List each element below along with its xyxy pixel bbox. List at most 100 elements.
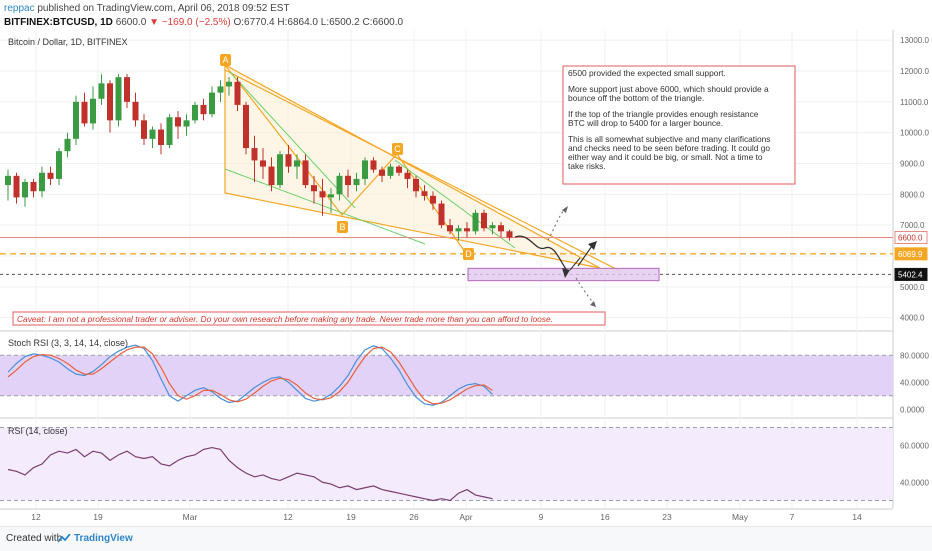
down-arrow-icon: ▼ — [149, 17, 159, 28]
label-b: B — [337, 221, 348, 233]
projection-dotted-path[interactable] — [575, 277, 595, 305]
candle-body — [30, 182, 37, 192]
candle-body — [124, 77, 130, 102]
candle-body — [362, 160, 368, 179]
time-axis[interactable]: 12 19 Mar 12 19 26 Apr 9 16 23 May 7 14 — [31, 512, 862, 522]
target-zone[interactable] — [467, 267, 660, 282]
time-tick-label: 7 — [790, 512, 795, 522]
note-box[interactable] — [562, 65, 796, 185]
time-tick-label: 12 — [31, 512, 41, 522]
time-tick-label: 14 — [852, 512, 862, 522]
candle-body — [90, 98, 96, 124]
footer-bar: Created with TradingView — [0, 526, 932, 551]
candle-body — [404, 172, 411, 179]
triangle-pattern[interactable] — [224, 63, 601, 269]
candle-body — [141, 120, 147, 139]
note-text: If the top of the triangle provides enou… — [568, 109, 759, 128]
candle-body — [506, 231, 513, 238]
candle-body — [81, 101, 88, 124]
candles — [5, 74, 513, 241]
tradingview-logo-icon — [58, 534, 71, 543]
price-tick-label: 8000.0 — [900, 190, 925, 199]
candle-body — [243, 104, 249, 149]
publish-line: reppac published on TradingView.com, Apr… — [4, 3, 290, 14]
candle-body — [209, 92, 215, 115]
rsi-tick-label: 60.0000 — [900, 442, 929, 451]
time-tick-label: May — [732, 512, 749, 522]
candle-body — [345, 175, 351, 186]
candle-body — [260, 160, 266, 167]
price-tick-label: 13000.0 — [900, 36, 929, 45]
candle-body — [379, 169, 385, 176]
candle-body — [430, 195, 436, 204]
candle-body — [183, 120, 190, 127]
time-tick-label: 9 — [539, 512, 544, 522]
tradingview-brand[interactable]: TradingView — [74, 533, 133, 544]
candle-body — [149, 129, 156, 139]
candle-body — [447, 225, 453, 232]
candle-body — [217, 86, 224, 93]
rsi-series-line — [7, 446, 493, 502]
price-tick-label: 5000.0 — [900, 283, 925, 292]
price-pane-title: Bitcoin / Dollar, 1D, BITFINEX — [8, 37, 128, 47]
stoch-pane-title: Stoch RSI (3, 3, 14, 14, close) — [8, 338, 128, 348]
projection-path[interactable] — [514, 235, 569, 273]
up-arrow-line[interactable] — [577, 245, 593, 267]
price-tick-label: 11000.0 — [900, 98, 929, 107]
candle-body — [192, 104, 198, 121]
author-link[interactable]: reppac — [4, 3, 35, 14]
candle-body — [387, 166, 394, 176]
time-tick-label: 19 — [93, 512, 103, 522]
candle-body — [472, 212, 479, 232]
candle-body — [166, 117, 173, 145]
time-tick-label: 12 — [283, 512, 293, 522]
time-tick-label: 23 — [662, 512, 672, 522]
label-d: D — [463, 248, 474, 260]
candle-body — [200, 104, 207, 115]
caveat-box[interactable] — [12, 311, 606, 326]
candle-body — [47, 172, 54, 179]
price-tick-label: 9000.0 — [900, 160, 925, 169]
candle-body — [226, 81, 232, 87]
arrow-head-icon — [590, 301, 596, 307]
stoch-tick-label: 80.0000 — [900, 351, 929, 360]
stoch-series-line — [7, 346, 493, 405]
candle-body — [64, 138, 71, 152]
candle-body — [234, 81, 241, 105]
price-tick-label: 10000.0 — [900, 129, 929, 138]
stoch-band — [0, 355, 893, 396]
chart-canvas[interactable]: A B C D 6500 provided the expected small… — [0, 30, 932, 526]
price-axis[interactable]: 13000.0 12000.0 11000.0 10000.0 9000.0 8000.0… — [900, 36, 929, 487]
candle-body — [311, 185, 317, 192]
low-value: L:6500.2 — [320, 17, 360, 28]
price-tag-label: 6600.0 — [898, 234, 923, 243]
candle-body — [438, 203, 445, 226]
green-channel-line[interactable] — [229, 71, 356, 209]
svg-text:A: A — [222, 55, 228, 65]
candle-body — [319, 191, 326, 198]
candle-body — [302, 160, 309, 186]
candle-body — [421, 191, 428, 196]
price-tag — [894, 231, 928, 244]
projection-path[interactable] — [569, 257, 581, 271]
candle-body — [336, 175, 343, 195]
green-channel-line[interactable] — [394, 159, 516, 249]
price-tag-label: 5402.4 — [898, 270, 923, 279]
candle-body — [56, 151, 62, 179]
price-tag-label: 6069.9 — [898, 250, 923, 259]
note-text: More support just above 6000, which shou… — [568, 84, 769, 103]
candle-body — [268, 166, 275, 186]
candle-body — [455, 228, 462, 232]
high-value: H:6864.0 — [277, 17, 318, 28]
time-tick-label: 16 — [600, 512, 610, 522]
candle-body — [481, 212, 487, 229]
green-channel-line[interactable] — [224, 168, 426, 245]
rsi-tick-label: 40.0000 — [900, 478, 929, 487]
candle-body — [285, 154, 292, 167]
candle-body — [115, 77, 122, 121]
rsi-pane-title: RSI (14, close) — [8, 426, 68, 436]
rsi-lines — [7, 446, 493, 502]
label-a: A — [220, 54, 231, 66]
candle-body — [251, 148, 258, 161]
price-change: −169.0 (−2.5%) — [161, 17, 231, 28]
